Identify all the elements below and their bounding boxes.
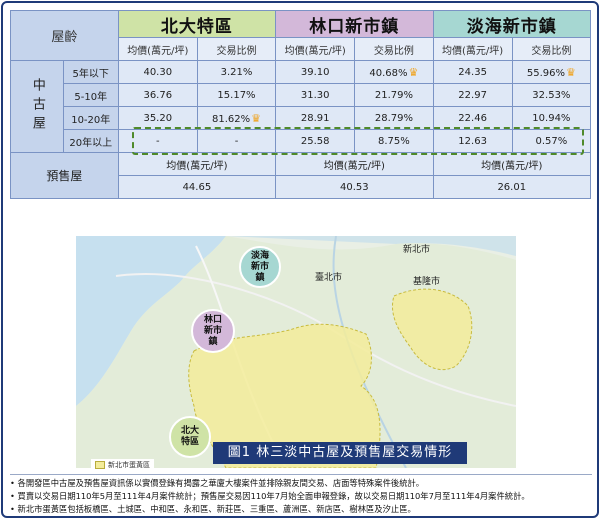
footnotes: • 各開發區中古屋及預售屋資訊係以實價登錄有揭露之華廈大樓案件並排除親友間交易、… bbox=[10, 474, 592, 516]
cell-ratio-highlight: 55.96%♛ bbox=[511, 60, 592, 84]
cell-price: 36.76 bbox=[117, 83, 198, 107]
age-row-label: 5年以下 bbox=[62, 60, 119, 84]
cell-ratio: 15.17% bbox=[196, 83, 277, 107]
label-taipei: 臺北市 bbox=[315, 273, 343, 283]
legend-label: 新北市蛋黃區 bbox=[108, 461, 150, 469]
col-price-header: 均價(萬元/坪) bbox=[117, 37, 198, 61]
badge-linkou: 林口新市鎮 bbox=[191, 309, 235, 353]
used-house-label-text: 中古屋 bbox=[29, 78, 45, 135]
age-header: 屋齡 bbox=[10, 10, 119, 61]
cell-ratio: - bbox=[196, 129, 277, 153]
presale-price-beida: 44.65 bbox=[117, 175, 277, 199]
presale-price-header: 均價(萬元/坪) bbox=[275, 152, 434, 176]
crown-icon: ♛ bbox=[566, 65, 576, 79]
map-legend: 新北市蛋黃區 bbox=[91, 459, 154, 471]
cell-price: 12.63 bbox=[432, 129, 513, 153]
ratio-value: 40.68% bbox=[369, 67, 408, 79]
crown-icon: ♛ bbox=[251, 111, 261, 125]
badge-tamsui-text: 淡海新市鎮 bbox=[250, 250, 269, 283]
cell-price: 31.30 bbox=[275, 83, 356, 107]
badge-tamsui: 淡海新市鎮 bbox=[239, 246, 281, 288]
presale-price-header: 均價(萬元/坪) bbox=[117, 152, 277, 176]
note-text: 各開發區中古屋及預售屋資訊係以實價登錄有揭露之華廈大樓案件並排除親友間交易、店面… bbox=[17, 478, 425, 488]
note-item: • 各開發區中古屋及預售屋資訊係以實價登錄有揭露之華廈大樓案件並排除親友間交易、… bbox=[10, 478, 425, 488]
map-image: 淡海新市鎮 林口新市鎮 北大特區 新北市 臺北市 基隆市 bbox=[76, 236, 516, 468]
used-house-label: 中古屋 bbox=[10, 60, 64, 153]
col-ratio-header: 交易比例 bbox=[196, 37, 277, 61]
col-ratio-header: 交易比例 bbox=[354, 37, 434, 61]
col-price-header: 均價(萬元/坪) bbox=[432, 37, 513, 61]
cell-ratio-highlight: 81.62%♛ bbox=[196, 106, 277, 130]
cell-price: 39.10 bbox=[275, 60, 356, 84]
label-keelung: 基隆市 bbox=[413, 277, 441, 287]
cell-price: 40.30 bbox=[117, 60, 198, 84]
area-tamsui-header: 淡海新市鎮 bbox=[432, 10, 592, 38]
area-linkou-header: 林口新市鎮 bbox=[275, 10, 434, 38]
ratio-value: 81.62% bbox=[211, 113, 251, 125]
badge-linkou-text: 林口新市鎮 bbox=[203, 314, 222, 347]
crown-icon: ♛ bbox=[408, 65, 419, 79]
cell-ratio: 21.79% bbox=[354, 83, 434, 107]
cell-ratio: 32.53% bbox=[511, 83, 592, 107]
note-item: • 買賣以交易日期110年5月至111年4月案件統計；預售屋交易因110年7月始… bbox=[10, 491, 530, 501]
cell-ratio: 0.57% bbox=[511, 129, 592, 153]
presale-price-tamsui: 26.01 bbox=[432, 175, 592, 199]
area-beida-header: 北大特區 bbox=[117, 10, 277, 38]
cell-price: - bbox=[117, 129, 198, 153]
cell-price: 24.35 bbox=[432, 60, 513, 84]
price-table: 屋齡 北大特區 林口新市鎮 淡海新市鎮 均價(萬元/坪) 交易比例 均價(萬元/… bbox=[10, 10, 592, 199]
age-row-label: 5-10年 bbox=[62, 83, 119, 107]
legend-swatch bbox=[95, 461, 105, 469]
cell-price: 22.97 bbox=[432, 83, 513, 107]
presale-label: 預售屋 bbox=[10, 152, 119, 199]
cell-ratio: 28.79% bbox=[354, 106, 434, 130]
col-ratio-header: 交易比例 bbox=[511, 37, 592, 61]
note-text: 新北市蛋黃區包括板橋區、土城區、中和區、永和區、新莊區、三重區、蘆洲區、新店區、… bbox=[17, 504, 416, 514]
label-newtaipei: 新北市 bbox=[403, 245, 431, 255]
cell-ratio: 8.75% bbox=[354, 129, 434, 153]
presale-price-header: 均價(萬元/坪) bbox=[432, 152, 592, 176]
note-text: 買賣以交易日期110年5月至111年4月案件統計；預售屋交易因110年7月始全面… bbox=[17, 491, 530, 501]
note-item: • 新北市蛋黃區包括板橋區、土城區、中和區、永和區、新莊區、三重區、蘆洲區、新店… bbox=[10, 504, 416, 514]
age-row-label: 10-20年 bbox=[62, 106, 119, 130]
badge-beida: 北大特區 bbox=[169, 416, 211, 458]
cell-ratio-highlight: 40.68%♛ bbox=[354, 60, 434, 84]
cell-price: 35.20 bbox=[117, 106, 198, 130]
cell-price: 25.58 bbox=[275, 129, 356, 153]
cell-price: 28.91 bbox=[275, 106, 356, 130]
col-price-header: 均價(萬元/坪) bbox=[275, 37, 356, 61]
cell-ratio: 3.21% bbox=[196, 60, 277, 84]
map-caption: 圖1 林三淡中古屋及預售屋交易情形 bbox=[213, 442, 467, 464]
map-svg bbox=[76, 236, 516, 468]
ratio-value: 55.96% bbox=[526, 67, 565, 79]
age-row-label: 20年以上 bbox=[62, 129, 119, 153]
presale-price-linkou: 40.53 bbox=[275, 175, 434, 199]
cell-price: 22.46 bbox=[432, 106, 513, 130]
cell-ratio: 10.94% bbox=[511, 106, 592, 130]
badge-beida-text: 北大特區 bbox=[180, 426, 199, 447]
